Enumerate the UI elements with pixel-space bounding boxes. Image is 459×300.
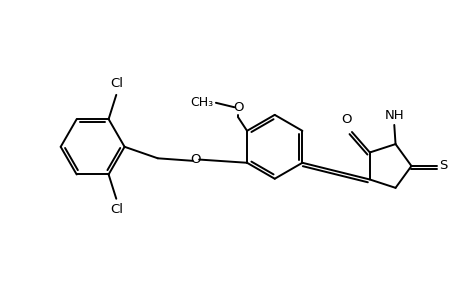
Text: Cl: Cl [110, 77, 123, 90]
Text: O: O [233, 101, 243, 114]
Text: NH: NH [384, 110, 403, 122]
Text: S: S [438, 160, 447, 172]
Text: Cl: Cl [110, 203, 123, 216]
Text: O: O [341, 113, 351, 126]
Text: O: O [190, 153, 201, 166]
Text: CH₃: CH₃ [190, 96, 213, 109]
